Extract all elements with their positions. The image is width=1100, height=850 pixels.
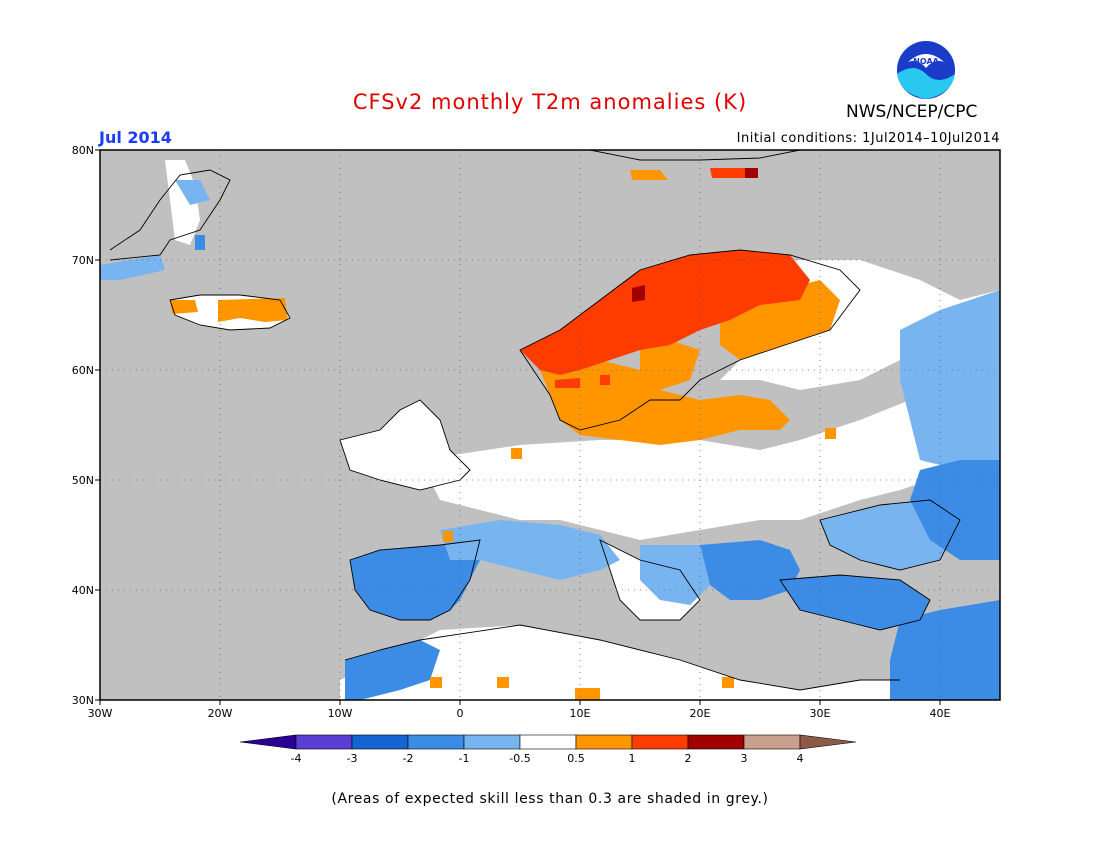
lat-tick-label: 80N: [72, 144, 94, 157]
colorbar-label: -4: [291, 752, 302, 765]
lat-tick-label: 50N: [72, 474, 94, 487]
colorbar-bin: [295, 734, 353, 750]
lon-tick-label: 0: [457, 707, 464, 720]
colorbar-bin: [463, 734, 521, 750]
coastlines: [109, 150, 961, 691]
map-frame: [99, 149, 1001, 701]
lat-tick-label: 40N: [72, 584, 94, 597]
colorbar-label: 2: [685, 752, 692, 765]
colorbar-label: 0.5: [567, 752, 585, 765]
colorbar-label: 3: [741, 752, 748, 765]
organization-label: NWS/NCEP/CPC: [846, 102, 978, 122]
grid: [100, 150, 1000, 700]
colorbar-bin: [519, 734, 577, 750]
initial-conditions: Initial conditions: 1Jul2014–10Jul2014: [736, 131, 1000, 146]
colorbar-label: -2: [403, 752, 414, 765]
colorbar-bin: [687, 734, 745, 750]
noaa-logo: NOAA: [897, 41, 955, 99]
lat-tick-label: 30N: [72, 694, 94, 707]
colorbar-label: 1: [629, 752, 636, 765]
colorbar-label: -1: [459, 752, 470, 765]
lon-axis: 30W 20W 10W 0 10E 20E 30E 40E: [88, 707, 951, 720]
svg-text:NOAA: NOAA: [913, 57, 939, 66]
warm-anomalies: [170, 168, 840, 700]
lon-tick-label: 20W: [208, 707, 233, 720]
lon-tick-label: 30E: [810, 707, 831, 720]
forecast-month: Jul 2014: [99, 128, 172, 147]
lon-tick-label: 20E: [690, 707, 711, 720]
lon-tick-label: 30W: [88, 707, 113, 720]
colorbar-bin: [407, 734, 465, 750]
lat-tick-label: 70N: [72, 254, 94, 267]
colorbar: -4 -3 -2 -1 -0.5 0.5 1 2 3 4: [239, 734, 857, 765]
colorbar-high-arrow: [799, 734, 857, 750]
lat-tick-label: 60N: [72, 364, 94, 377]
axis-ticks: [95, 149, 941, 705]
colorbar-bin: [631, 734, 689, 750]
chart-title: CFSv2 monthly T2m anomalies (K): [352, 90, 748, 114]
lon-tick-label: 10E: [570, 707, 591, 720]
colorbar-bin: [351, 734, 409, 750]
cool-anomalies: [100, 180, 1000, 700]
colorbar-bin: [575, 734, 633, 750]
colorbar-bin: [743, 734, 801, 750]
colorbar-label: -0.5: [509, 752, 530, 765]
lon-tick-label: 10W: [328, 707, 353, 720]
colorbar-label: -3: [347, 752, 358, 765]
lat-axis: 30N 40N 50N 60N 70N 80N: [72, 144, 94, 707]
colorbar-low-arrow: [239, 734, 297, 750]
skill-note: (Areas of expected skill less than 0.3 a…: [331, 791, 769, 807]
colorbar-label: 4: [797, 752, 804, 765]
lon-tick-label: 40E: [930, 707, 951, 720]
land-neutral: [165, 160, 1000, 700]
